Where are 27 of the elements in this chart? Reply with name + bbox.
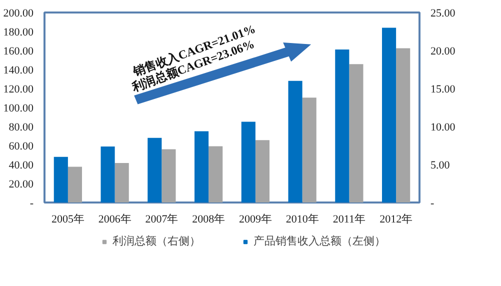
y-tick-label: 40.00	[8, 160, 34, 172]
y2-tick-label: 20.00	[430, 46, 456, 58]
y-tick-label: 200.00	[3, 8, 34, 20]
y-tick-label: 60.00	[8, 140, 34, 152]
x-tick-label: 2010年	[286, 214, 319, 226]
x-tick-label: 2012年	[380, 214, 413, 226]
x-tick-label: 2009年	[238, 214, 272, 226]
x-tick-label: 2007年	[145, 214, 178, 226]
y2-tick-label: -	[430, 198, 434, 210]
y-tick-label: 20.00	[8, 178, 34, 190]
y2-tick-label: 5.00	[430, 160, 450, 172]
y2-tick-label: 25.00	[430, 8, 456, 20]
y-tick-label: -	[30, 198, 34, 210]
y-tick-label: 160.00	[3, 46, 34, 58]
x-tick-label: 2005年	[51, 214, 84, 226]
legend-label: 利润总额（右侧）	[112, 234, 200, 248]
y-tick-label: 140.00	[3, 64, 34, 76]
x-tick-label: 2008年	[192, 214, 226, 226]
x-tick-label: 2011年	[332, 214, 366, 226]
y-tick-label: 180.00	[3, 26, 34, 38]
y-tick-label: 100.00	[3, 102, 34, 114]
y2-tick-label: 15.00	[430, 84, 456, 96]
x-tick-label: 2006年	[98, 214, 132, 226]
y-tick-label: 80.00	[8, 122, 34, 134]
legend-label: 产品销售收入总额（左侧）	[254, 234, 386, 248]
y-tick-label: 120.00	[3, 84, 34, 96]
y2-tick-label: 10.00	[430, 122, 456, 134]
